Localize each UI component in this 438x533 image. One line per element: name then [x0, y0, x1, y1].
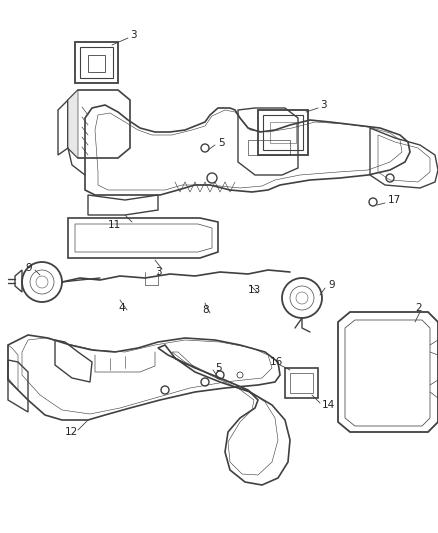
Text: 17: 17: [388, 195, 401, 205]
Text: 5: 5: [215, 363, 222, 373]
Text: 3: 3: [130, 30, 137, 40]
Text: 16: 16: [270, 357, 283, 367]
Text: 3: 3: [320, 100, 327, 110]
Text: 13: 13: [248, 285, 261, 295]
Polygon shape: [68, 90, 78, 158]
Text: 8: 8: [202, 305, 208, 315]
Text: 12: 12: [65, 427, 78, 437]
Text: 9: 9: [25, 263, 32, 273]
Text: 11: 11: [108, 220, 121, 230]
Text: 3: 3: [155, 267, 162, 277]
Text: 5: 5: [218, 138, 225, 148]
Text: 14: 14: [322, 400, 335, 410]
Text: 2: 2: [415, 303, 422, 313]
Text: 4: 4: [118, 303, 125, 313]
Text: 9: 9: [328, 280, 335, 290]
